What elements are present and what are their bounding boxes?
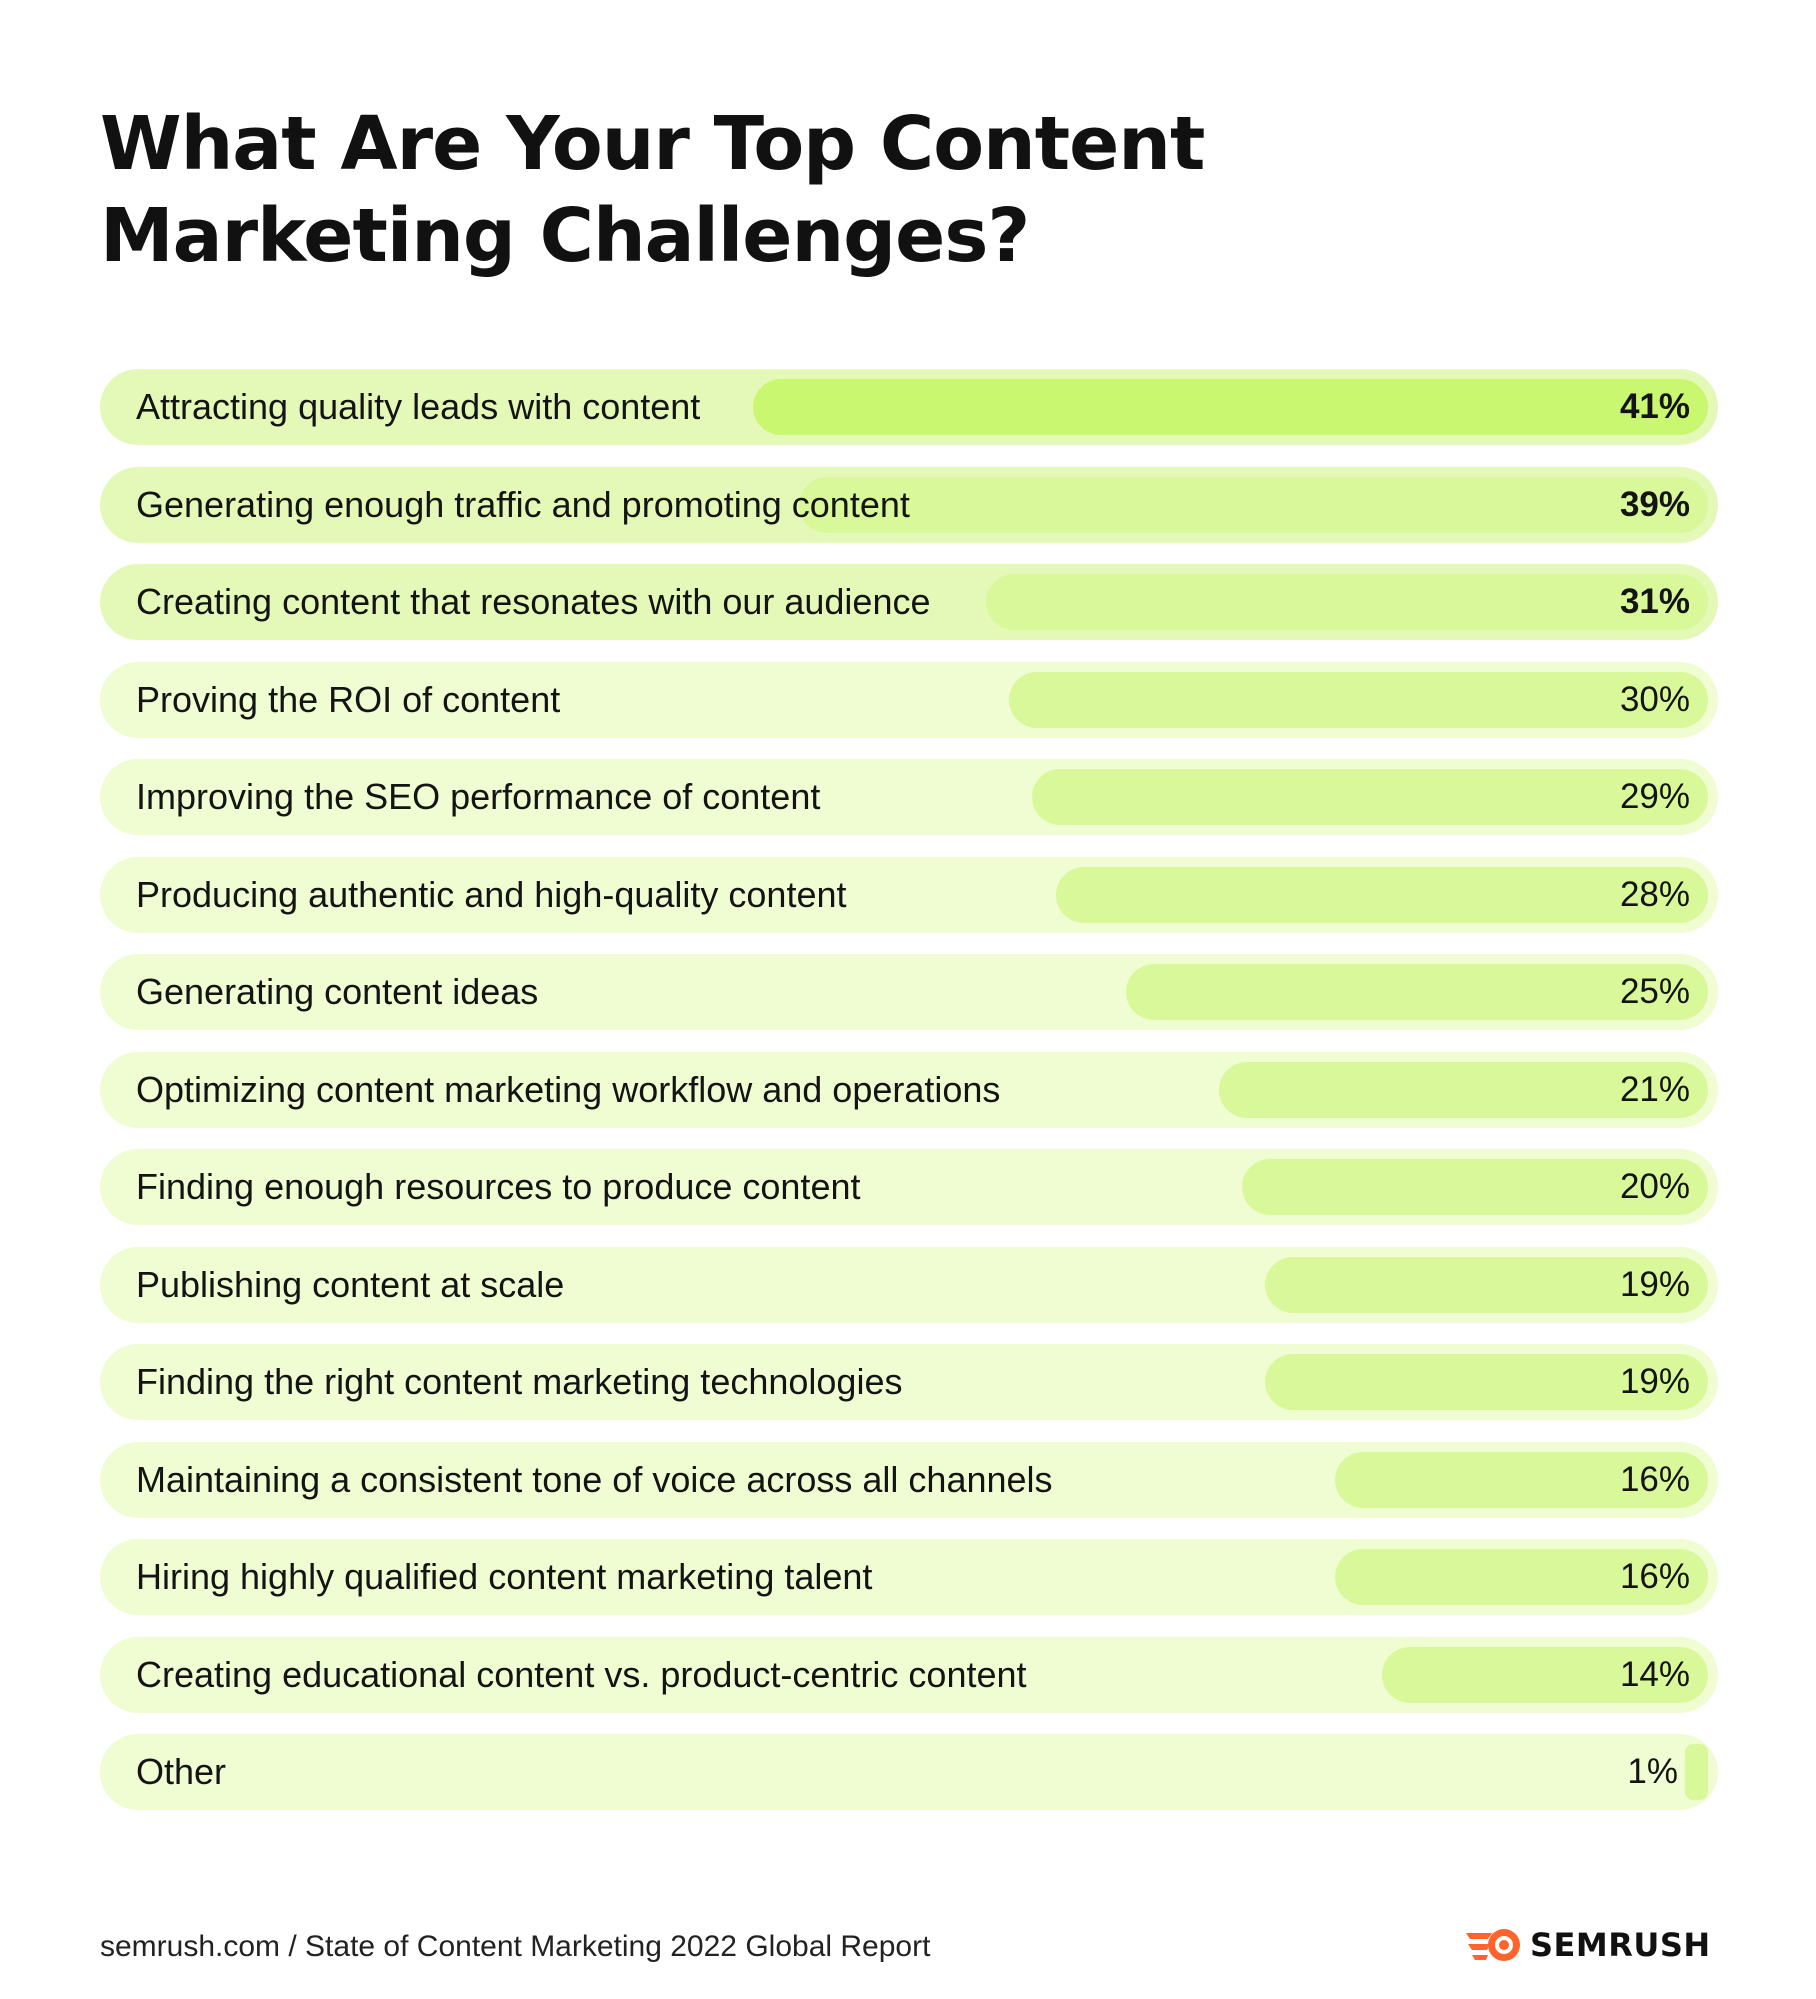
bar	[1684, 1744, 1708, 1800]
bar-row: Optimizing content marketing workflow an…	[100, 1051, 1718, 1128]
value-label: 20%	[1619, 1167, 1690, 1206]
bar	[985, 574, 1708, 630]
value-label: 29%	[1619, 777, 1690, 816]
bar-row: Maintaining a consistent tone of voice a…	[100, 1441, 1718, 1518]
chart-title: What Are Your Top Content Marketing Chal…	[100, 101, 1205, 279]
value-label: 16%	[1619, 1557, 1690, 1596]
category-label: Producing authentic and high-quality con…	[136, 873, 847, 915]
source-footnote: semrush.com / State of Content Marketing…	[100, 1930, 931, 1963]
category-label: Finding the right content marketing tech…	[136, 1361, 903, 1402]
bar-row: Proving the ROI of content 30%	[100, 661, 1718, 738]
category-label: Other	[136, 1751, 227, 1792]
category-label: Generating enough traffic and promoting …	[136, 483, 910, 525]
bar-row: Producing authentic and high-quality con…	[100, 856, 1718, 933]
bar-chart: Attracting quality leads with content 41%…	[100, 369, 1718, 1810]
value-label: 25%	[1619, 972, 1690, 1011]
bar	[1335, 1451, 1708, 1508]
bar	[799, 476, 1708, 533]
bar	[752, 379, 1708, 435]
value-label: 14%	[1619, 1654, 1690, 1694]
bar-row: Generating content ideas 25%	[100, 954, 1718, 1030]
bar-row: Other 1%	[100, 1734, 1718, 1810]
bar	[1265, 1354, 1708, 1410]
bar-row: Finding enough resources to produce cont…	[100, 1149, 1718, 1225]
value-label: 31%	[1619, 582, 1690, 621]
category-label: Finding enough resources to produce cont…	[136, 1166, 861, 1207]
bar-row: Improving the SEO performance of content…	[100, 759, 1718, 835]
category-label: Attracting quality leads with content	[136, 386, 701, 427]
category-label: Proving the ROI of content	[136, 678, 561, 720]
bar-row: Publishing content at scale 19%	[100, 1246, 1718, 1323]
bar	[1055, 866, 1708, 923]
bar	[1009, 671, 1708, 728]
bar	[1125, 964, 1708, 1020]
bar	[1265, 1256, 1708, 1313]
bar-row: Attracting quality leads with content 41%	[100, 369, 1718, 445]
category-label: Improving the SEO performance of content	[136, 776, 821, 817]
bar	[1381, 1646, 1708, 1703]
bar-row: Creating educational content vs. product…	[100, 1636, 1718, 1713]
value-label: 16%	[1619, 1459, 1690, 1499]
bar-row: Finding the right content marketing tech…	[100, 1344, 1718, 1420]
category-label: Creating content that resonates with our…	[136, 581, 931, 622]
category-label: Generating content ideas	[136, 971, 539, 1012]
value-label: 19%	[1619, 1362, 1690, 1401]
value-label: 28%	[1619, 874, 1690, 914]
bar	[1242, 1159, 1708, 1215]
value-label: 39%	[1619, 484, 1690, 524]
category-label: Optimizing content marketing workflow an…	[136, 1068, 1001, 1110]
bar-row: Generating enough traffic and promoting …	[100, 466, 1718, 543]
bar-row: Creating content that resonates with our…	[100, 564, 1718, 640]
category-label: Hiring highly qualified content marketin…	[136, 1556, 873, 1597]
brand-name: SEMRUSH	[1530, 1926, 1711, 1964]
value-label: 1%	[1627, 1752, 1678, 1791]
value-label: 21%	[1619, 1069, 1690, 1109]
value-label: 19%	[1619, 1264, 1690, 1304]
value-label: 30%	[1619, 679, 1690, 719]
category-label: Maintaining a consistent tone of voice a…	[136, 1458, 1053, 1500]
bar-row: Hiring highly qualified content marketin…	[100, 1539, 1718, 1615]
semrush-logo: SEMRUSH	[1464, 1922, 1711, 1968]
category-label: Publishing content at scale	[136, 1263, 565, 1305]
value-label: 41%	[1619, 387, 1690, 426]
bar	[1032, 769, 1708, 825]
semrush-flame-icon	[1466, 1929, 1520, 1961]
bar	[1218, 1061, 1708, 1118]
bar	[1335, 1549, 1708, 1605]
category-label: Creating educational content vs. product…	[136, 1653, 1027, 1695]
